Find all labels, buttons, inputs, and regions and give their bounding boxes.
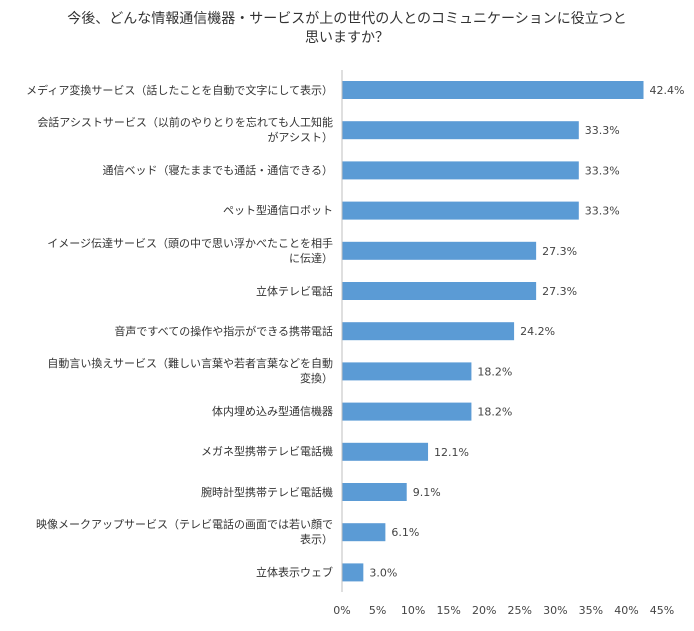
bar-1 [342, 81, 644, 99]
category-label-13-line-1: 立体表示ウェブ [256, 565, 333, 579]
chart-title-line-2: 思いますか？ [305, 30, 389, 46]
category-label-2-line-1: 会話アシストサービス（以前のやりとりを忘れても人工知能 [37, 116, 333, 130]
category-label-5-line-2: に伝達） [289, 251, 333, 265]
x-tick-label-5: 20% [472, 604, 496, 617]
category-label-8-line-2: 変換） [300, 372, 333, 386]
x-tick-label-4: 15% [436, 604, 460, 617]
category-label-1: メディア変換サービス（話したことを自動で文字にして表示） [8, 83, 333, 98]
bar-10 [342, 442, 429, 461]
bar-7 [342, 322, 515, 341]
bar-value-label-1: 42.4% [650, 84, 685, 97]
bar-6 [342, 282, 537, 300]
category-label-4: ペット型通信ロボット [8, 203, 333, 218]
bar-12 [342, 523, 386, 542]
bar-value-label-5: 27.3% [542, 245, 577, 258]
bar-value-label-13: 3.0% [369, 566, 397, 579]
x-tick-label-10: 45% [650, 604, 674, 617]
category-label-9-line-1: 体内埋め込み型通信機器 [212, 405, 333, 419]
category-label-5-line-1: イメージ伝達サービス（頭の中で思い浮かべたことを相手 [47, 236, 333, 250]
category-label-12-line-1: 映像メークアップサービス（テレビ電話の画面では若い顔で [36, 518, 333, 532]
bar-13 [342, 563, 364, 582]
bar-2 [342, 121, 579, 140]
bar-value-label-8: 18.2% [477, 365, 512, 378]
bar-9 [342, 402, 472, 421]
bar-value-label-12: 6.1% [391, 526, 419, 539]
category-label-10-line-1: メガネ型携帯テレビ電話機 [201, 445, 333, 459]
x-tick-label-9: 40% [614, 604, 638, 617]
category-label-8-line-1: 自動言い換えサービス（難しい言葉や若者言葉などを自動 [47, 357, 333, 371]
x-tick-label-1: 0% [333, 604, 350, 617]
bar-3 [342, 161, 579, 180]
bar-11 [342, 483, 407, 501]
bar-value-label-7: 24.2% [520, 325, 555, 338]
bar-value-label-3: 33.3% [585, 164, 620, 177]
bar-value-label-9: 18.2% [477, 406, 512, 419]
bar-4 [342, 201, 579, 220]
category-label-7-line-1: 音声ですべての操作や指示ができる携帯電話 [114, 324, 333, 338]
category-label-10: メガネ型携帯テレビ電話機 [8, 444, 333, 459]
bar-value-label-4: 33.3% [585, 205, 620, 218]
category-label-12: 映像メークアップサービス（テレビ電話の画面では若い顔で 表示） [8, 517, 333, 547]
x-tick-label-8: 35% [579, 604, 603, 617]
category-label-2: 会話アシストサービス（以前のやりとりを忘れても人工知能 がアシスト） [8, 115, 333, 145]
bar-value-label-10: 12.1% [434, 446, 469, 459]
category-label-9: 体内埋め込み型通信機器 [8, 404, 333, 419]
chart-title: 今後、どんな情報通信機器・サービスが上の世代の人とのコミュニケーションに役立つと… [0, 10, 694, 48]
category-label-13: 立体表示ウェブ [8, 565, 333, 580]
category-label-3-line-1: 通信ベッド（寝たままでも通話・通信できる） [102, 163, 333, 177]
category-label-2-line-2: がアシスト） [267, 131, 333, 145]
x-tick-label-6: 25% [508, 604, 532, 617]
category-label-3: 通信ベッド（寝たままでも通話・通信できる） [8, 163, 333, 178]
category-label-8: 自動言い換えサービス（難しい言葉や若者言葉などを自動 変換） [8, 356, 333, 386]
category-label-5: イメージ伝達サービス（頭の中で思い浮かべたことを相手 に伝達） [8, 236, 333, 266]
bar-value-label-2: 33.3% [585, 124, 620, 137]
chart-title-line-1: 今後、どんな情報通信機器・サービスが上の世代の人とのコミュニケーションに役立つと [67, 11, 627, 27]
category-label-1-line-1: メディア変換サービス（話したことを自動で文字にして表示） [26, 83, 333, 97]
bar-value-label-6: 27.3% [542, 285, 577, 298]
bar-5 [342, 241, 537, 260]
category-label-12-line-2: 表示） [300, 533, 333, 547]
category-label-11-line-1: 腕時計型携帯テレビ電話機 [201, 485, 333, 499]
category-label-4-line-1: ペット型通信ロボット [223, 204, 333, 218]
x-tick-label-3: 10% [401, 604, 425, 617]
x-tick-label-7: 30% [543, 604, 567, 617]
category-label-6: 立体テレビ電話 [8, 284, 333, 299]
category-label-11: 腕時計型携帯テレビ電話機 [8, 485, 333, 500]
category-label-7: 音声ですべての操作や指示ができる携帯電話 [8, 324, 333, 339]
bar-8 [342, 362, 472, 381]
x-tick-label-2: 5% [369, 604, 386, 617]
bar-value-label-11: 9.1% [413, 486, 441, 499]
category-label-6-line-1: 立体テレビ電話 [256, 284, 333, 298]
